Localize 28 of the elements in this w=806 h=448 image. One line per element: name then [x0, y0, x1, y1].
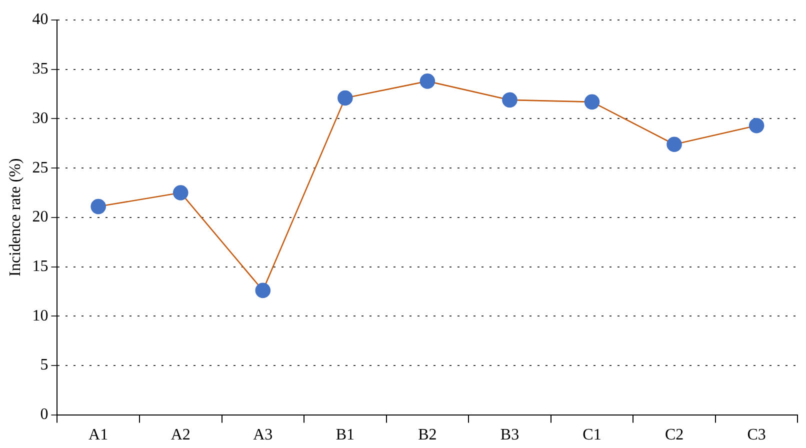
- x-tick-label: C2: [664, 426, 684, 444]
- x-tick-label: A2: [170, 426, 190, 444]
- x-tick-label: B2: [418, 426, 437, 444]
- y-tick-label: 10: [32, 307, 48, 324]
- point: [90, 198, 106, 214]
- y-tick-label: 0: [40, 406, 48, 424]
- x-tick-label: B3: [500, 426, 520, 444]
- point: [666, 136, 682, 152]
- point: [420, 74, 436, 89]
- point: [255, 282, 271, 298]
- point: [502, 92, 518, 108]
- y-tick-label: 5: [40, 356, 48, 374]
- x-tick-label: A3: [253, 426, 273, 444]
- point: [584, 94, 600, 110]
- point: [748, 118, 764, 134]
- x-tick-label: B1: [336, 426, 355, 444]
- y-tick-label: 40: [32, 11, 48, 28]
- y-tick-label: 15: [32, 258, 48, 275]
- y-axis-title: Incidence rate (%): [6, 158, 24, 276]
- point: [172, 185, 188, 200]
- x-tick-label: C1: [582, 426, 602, 444]
- y-tick-label: 25: [32, 159, 48, 176]
- x-tick-label: A1: [88, 426, 108, 444]
- y-tick-label: 35: [32, 60, 48, 78]
- y-tick-label: 20: [32, 208, 48, 226]
- point: [338, 90, 353, 106]
- y-tick-label: 30: [32, 110, 48, 127]
- x-tick-label: C3: [747, 426, 766, 444]
